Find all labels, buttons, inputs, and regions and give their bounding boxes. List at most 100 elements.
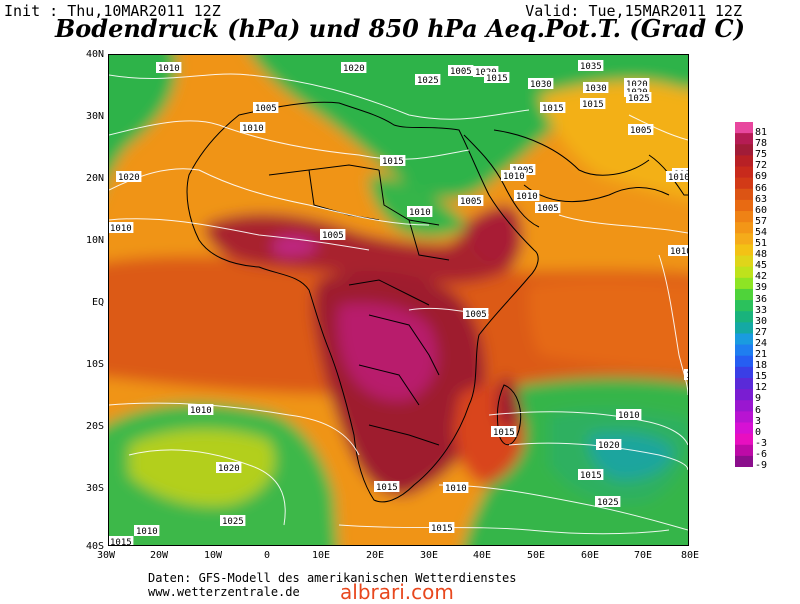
isobar-label-bg [320,229,346,240]
isobar-label-bg [501,170,527,181]
colorbar-swatch [735,288,753,301]
colorbar-swatch [735,277,753,290]
isobar-label: 1015 [542,104,564,114]
isobar-label-bg [578,469,604,480]
colorbar-tick-label: -3 [755,437,768,449]
isobar-label-bg [514,190,540,201]
colorbar-swatch [735,166,753,179]
colorbar-tick-label: 36 [755,293,768,305]
isobar-label-bg [626,92,652,103]
isobar-label-bg [220,515,246,526]
lon-tick-label: 30W [96,550,116,561]
colorbar-tick-label: 12 [755,382,768,394]
isobar-label: 1010 [110,224,132,234]
isobar-label-bg [116,171,142,182]
isobar-label: 1010 [503,172,525,182]
lon-tick-label: 30E [419,550,439,561]
colorbar-tick-label: 48 [755,249,768,261]
colorbar-swatch [735,433,753,446]
colorbar-swatch [735,311,753,323]
forecast-map: 1010 1020 1025 1030 1035 1015 1005 1020 1015 1020… [108,54,689,546]
isobar-label: 1010 [158,64,180,74]
isobar-label-bg [624,86,650,97]
colorbar-tick-label: 78 [755,138,768,150]
isobar-label-bg [528,78,554,89]
colorbar-swatch [735,199,753,212]
lat-tick-label: 30N [85,111,104,122]
lon-tick-label: 50E [526,550,546,561]
colorbar-tick-label: 30 [755,315,768,327]
isobar-label: 1015 [110,538,132,546]
colorbar-swatch [735,389,753,401]
colorbar-swatch [735,455,753,467]
isobar-label: 1005 [460,197,482,207]
colorbar-tick-label: 57 [755,215,768,227]
data-source-footer: Daten: GFS-Modell des amerikanischen Wet… [148,571,516,599]
isobar-label-bg [666,171,688,182]
colorbar-swatch [735,411,753,423]
isobar-label-bg [624,78,650,89]
colorbar-tick-label: 6 [755,404,762,416]
isobar-label-bg [595,496,621,507]
isobar-label: 1030 [585,84,607,94]
colorbar-tick-label: 69 [755,171,768,183]
colorbar-swatch [735,300,753,312]
lon-tick-label: 40E [472,550,492,561]
isobar-label-bg [458,195,484,206]
isobar-label-bg [380,155,406,166]
colorbar-swatch [735,188,753,201]
isobar-label: 1010 [670,247,689,257]
lon-tick-label: 20E [365,550,385,561]
isobar-label-bg [109,222,134,233]
colorbar-swatch [735,222,753,234]
colorbar-swatch [735,177,753,190]
isobar-label-bg [341,62,367,73]
isobar-label-bg [473,66,499,77]
isobar-label: 1005 [255,104,277,114]
colorbar-tick-label: 21 [755,349,768,360]
isobar-label-bg [253,102,279,113]
isobar-label-bg [616,409,642,420]
isobar-label-bg [415,74,441,85]
colorbar-tick-label: 63 [755,193,768,205]
isobar-label-bg [684,369,688,380]
colorbar-swatch [735,144,753,156]
isobar-label-bg [443,482,469,493]
lat-tick-label: 20N [85,173,104,184]
website-url[interactable]: www.wetterzentrale.de [148,585,300,599]
lon-tick-label: 80E [680,550,700,561]
colorbar-swatch [735,266,753,279]
valid-time: Valid: Tue,15MAR2011 12Z [525,2,742,20]
colorbar-swatch [735,155,753,168]
isobar-label: 1025 [417,76,439,86]
colorbar-tick-label: 33 [755,304,768,316]
colorbar-tick-label: 54 [755,226,768,238]
colorbar-tick-label: 39 [755,282,768,294]
colorbar-tick-label: 45 [755,260,768,272]
isobar-label-bg [188,404,214,415]
colorbar-swatch [735,211,753,223]
colorbar-swatch [735,122,753,134]
lat-tick-label: 40S [85,541,104,552]
isobar-label: 1025 [597,498,619,508]
isobar-label: 1010 [136,527,158,537]
lon-tick-label: 60E [580,550,600,561]
isobar-label-bg [374,481,400,492]
isobar-label-bg [484,72,510,83]
colorbar-tick-label: -9 [755,460,768,471]
isobar-label-bg [596,439,622,450]
map-title: Bodendruck (hPa) und 850 hPa Aeq.Pot.T. … [55,14,745,43]
isobar-label-bg [407,206,433,217]
isobar-label: 1010 [445,484,467,494]
colorbar-swatch [735,322,753,334]
lat-tick-label: EQ [91,297,104,308]
colorbar-tick-label: 66 [755,182,768,194]
colorbar-tick-label: 42 [755,271,768,283]
colorbar-tick-label: 24 [755,337,768,349]
colorbar-swatch [735,333,753,346]
isobar-label-bg [540,102,566,113]
isobar-label: 1020 [626,80,648,90]
colorbar-swatch [735,233,753,245]
isobar-label: 1010 [668,173,689,183]
isobar-label-bg [510,164,536,175]
